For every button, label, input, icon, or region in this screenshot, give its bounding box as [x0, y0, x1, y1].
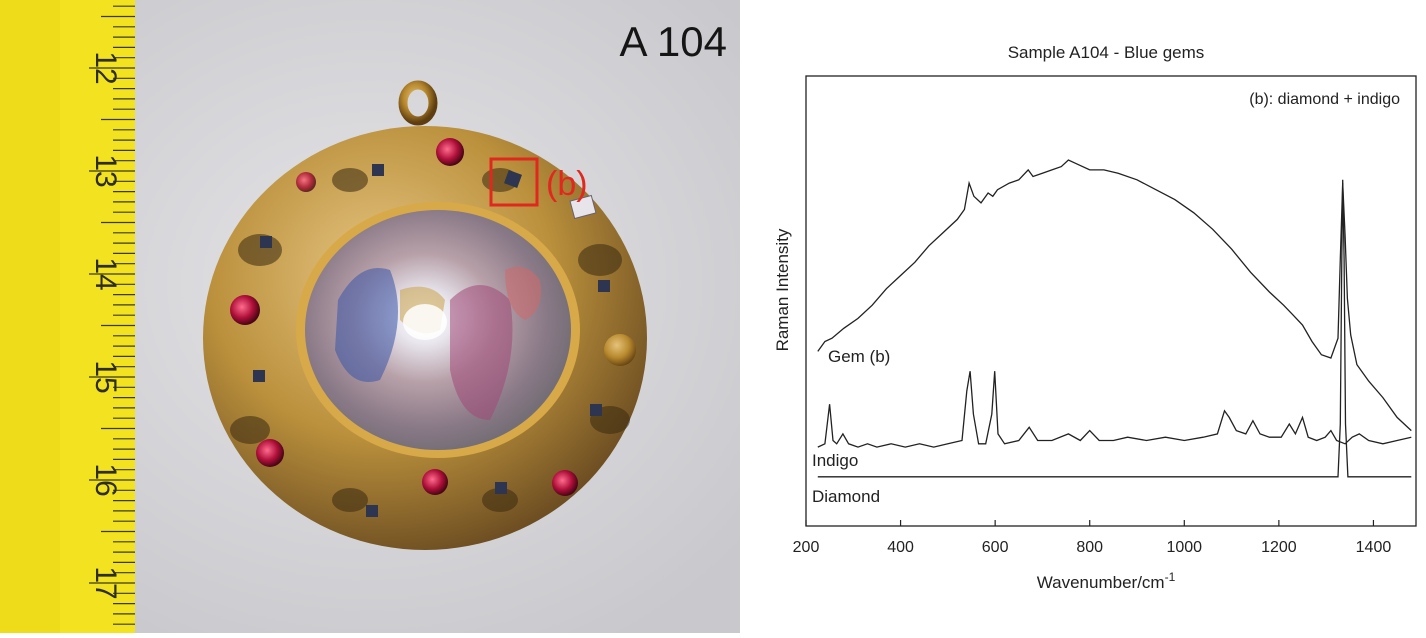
x-axis-label-text: Wavenumber/cm — [1037, 573, 1165, 592]
x-tick-label: 200 — [793, 539, 820, 556]
ruler-number: 13 — [89, 154, 122, 187]
chart-panel: Sample A104 - Blue gems (b): diamond + i… — [748, 0, 1426, 633]
ruler-number: 14 — [89, 257, 122, 290]
ruler: 12 13 14 15 16 17 — [0, 0, 135, 633]
ruler-number: 17 — [89, 566, 122, 599]
series-line-diamond — [817, 179, 1412, 478]
series-label: Gem (b) — [828, 347, 890, 366]
raman-chart: Sample A104 - Blue gems (b): diamond + i… — [773, 43, 1417, 592]
series-line-indigo — [817, 371, 1412, 448]
series-label: Diamond — [812, 487, 880, 506]
marker-box — [489, 157, 539, 207]
ruler-number: 15 — [89, 360, 122, 393]
marker-label: (b) — [546, 165, 588, 203]
x-tick-label: 600 — [982, 539, 1009, 556]
x-tick-label: 800 — [1076, 539, 1103, 556]
x-tick-label: 1400 — [1356, 539, 1392, 556]
series-line-gem-b — [817, 159, 1412, 432]
ruler-number: 12 — [89, 51, 122, 84]
photo-panel: 12 13 14 15 16 17 — [0, 0, 740, 633]
series-layer — [817, 159, 1412, 478]
x-tick-label: 1000 — [1166, 539, 1202, 556]
chart-title: Sample A104 - Blue gems — [1008, 43, 1205, 62]
y-axis-label: Raman Intensity — [773, 228, 792, 351]
x-axis-label: Wavenumber/cm-1 — [1037, 570, 1176, 592]
sample-label: A 104 — [620, 18, 727, 65]
ruler-number: 16 — [89, 463, 122, 496]
chart-annotation: (b): diamond + indigo — [1249, 91, 1400, 108]
series-labels: Gem (b) Indigo Diamond — [812, 347, 890, 506]
x-axis-label-sup: -1 — [1165, 570, 1176, 584]
pendant — [203, 80, 647, 550]
x-tick-label: 400 — [887, 539, 914, 556]
series-label: Indigo — [812, 451, 858, 470]
x-axis-ticks: 200 400 600 800 1000 1200 1400 — [793, 520, 1392, 556]
pendant-photo: 12 13 14 15 16 17 — [0, 0, 740, 633]
x-tick-label: 1200 — [1261, 539, 1297, 556]
plot-frame — [805, 75, 1417, 527]
